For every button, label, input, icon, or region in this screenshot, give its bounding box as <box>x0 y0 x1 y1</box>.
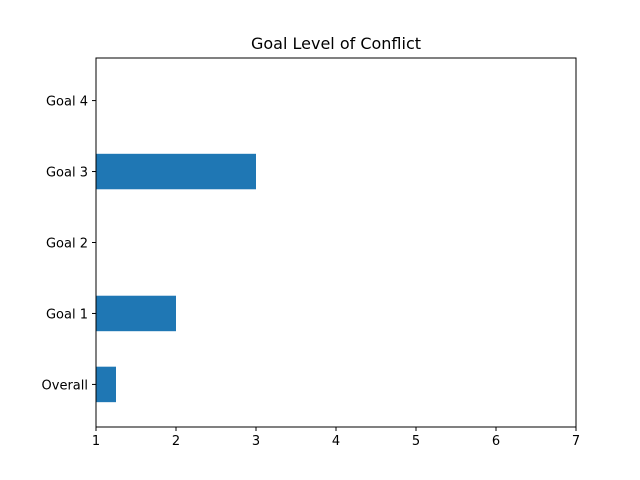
x-axis: 1 2 3 4 5 6 7 <box>92 427 580 449</box>
x-tick-label: 1 <box>92 434 100 449</box>
y-axis: Overall Goal 1 Goal 2 Goal 3 Goal 4 <box>42 95 96 393</box>
y-tick-label: Goal 2 <box>46 237 88 252</box>
y-tick-label: Goal 4 <box>46 95 88 110</box>
x-tick-label: 3 <box>252 434 260 449</box>
x-tick-label: 7 <box>572 434 580 449</box>
plot-frame <box>95 57 577 428</box>
x-tick-label: 2 <box>172 434 180 449</box>
y-tick-label: Overall <box>42 378 88 393</box>
x-tick-label: 6 <box>492 434 500 449</box>
chart-title: Goal Level of Conflict <box>251 34 421 53</box>
y-tick-label: Goal 3 <box>46 166 88 181</box>
x-tick-label: 4 <box>332 434 340 449</box>
y-tick-label: Goal 1 <box>46 307 88 322</box>
bar-goal-1 <box>96 295 176 332</box>
x-tick-label: 5 <box>412 434 420 449</box>
bars-layer <box>96 153 256 403</box>
bar-overall <box>96 366 116 403</box>
bar-goal-3 <box>96 153 256 190</box>
